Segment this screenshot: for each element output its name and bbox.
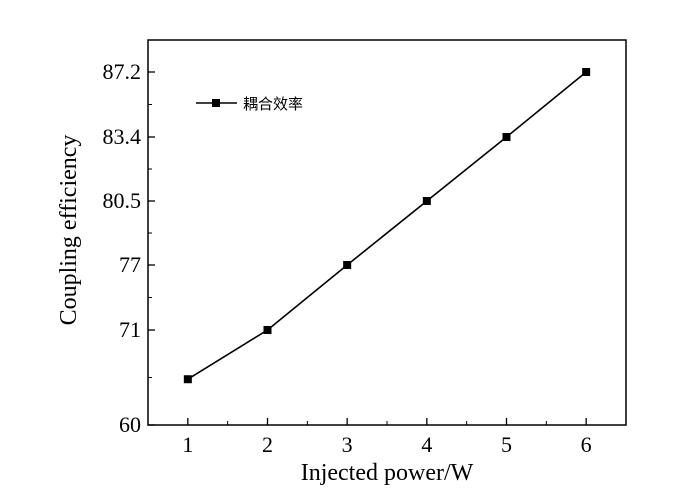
data-point-marker bbox=[263, 326, 272, 334]
y-tick-label: 60 bbox=[119, 412, 141, 437]
y-tick-label: 77 bbox=[119, 252, 141, 277]
y-tick-label: 80.5 bbox=[103, 188, 142, 213]
data-point-marker bbox=[343, 261, 352, 269]
data-point-marker bbox=[502, 133, 511, 141]
series-layer bbox=[183, 68, 591, 384]
y-tick-label: 71 bbox=[119, 317, 141, 342]
y-tick-label: 83.4 bbox=[103, 124, 142, 149]
x-tick-label: 2 bbox=[262, 432, 273, 457]
data-point-marker bbox=[422, 197, 431, 205]
y-axis-ticks: 60 71 77 80.5 83.4 87.2 bbox=[103, 59, 155, 437]
legend-marker-sample bbox=[212, 99, 220, 107]
y-axis-title: Coupling efficiency bbox=[56, 135, 82, 326]
y-tick-label: 87.2 bbox=[103, 59, 142, 84]
x-tick-label: 3 bbox=[342, 432, 353, 457]
x-tick-label: 1 bbox=[182, 432, 193, 457]
x-axis-title: Injected power/W bbox=[301, 460, 474, 486]
x-tick-label: 6 bbox=[581, 432, 592, 457]
series-line bbox=[187, 71, 587, 380]
x-tick-label: 5 bbox=[501, 432, 512, 457]
data-point-marker bbox=[183, 375, 192, 384]
legend-label: 耦合效率 bbox=[243, 95, 303, 113]
x-tick-label: 4 bbox=[421, 432, 432, 457]
data-point-marker bbox=[582, 68, 591, 76]
x-axis-ticks: 1 2 3 4 5 6 bbox=[147, 418, 627, 457]
legend: 耦合效率 bbox=[196, 95, 303, 113]
